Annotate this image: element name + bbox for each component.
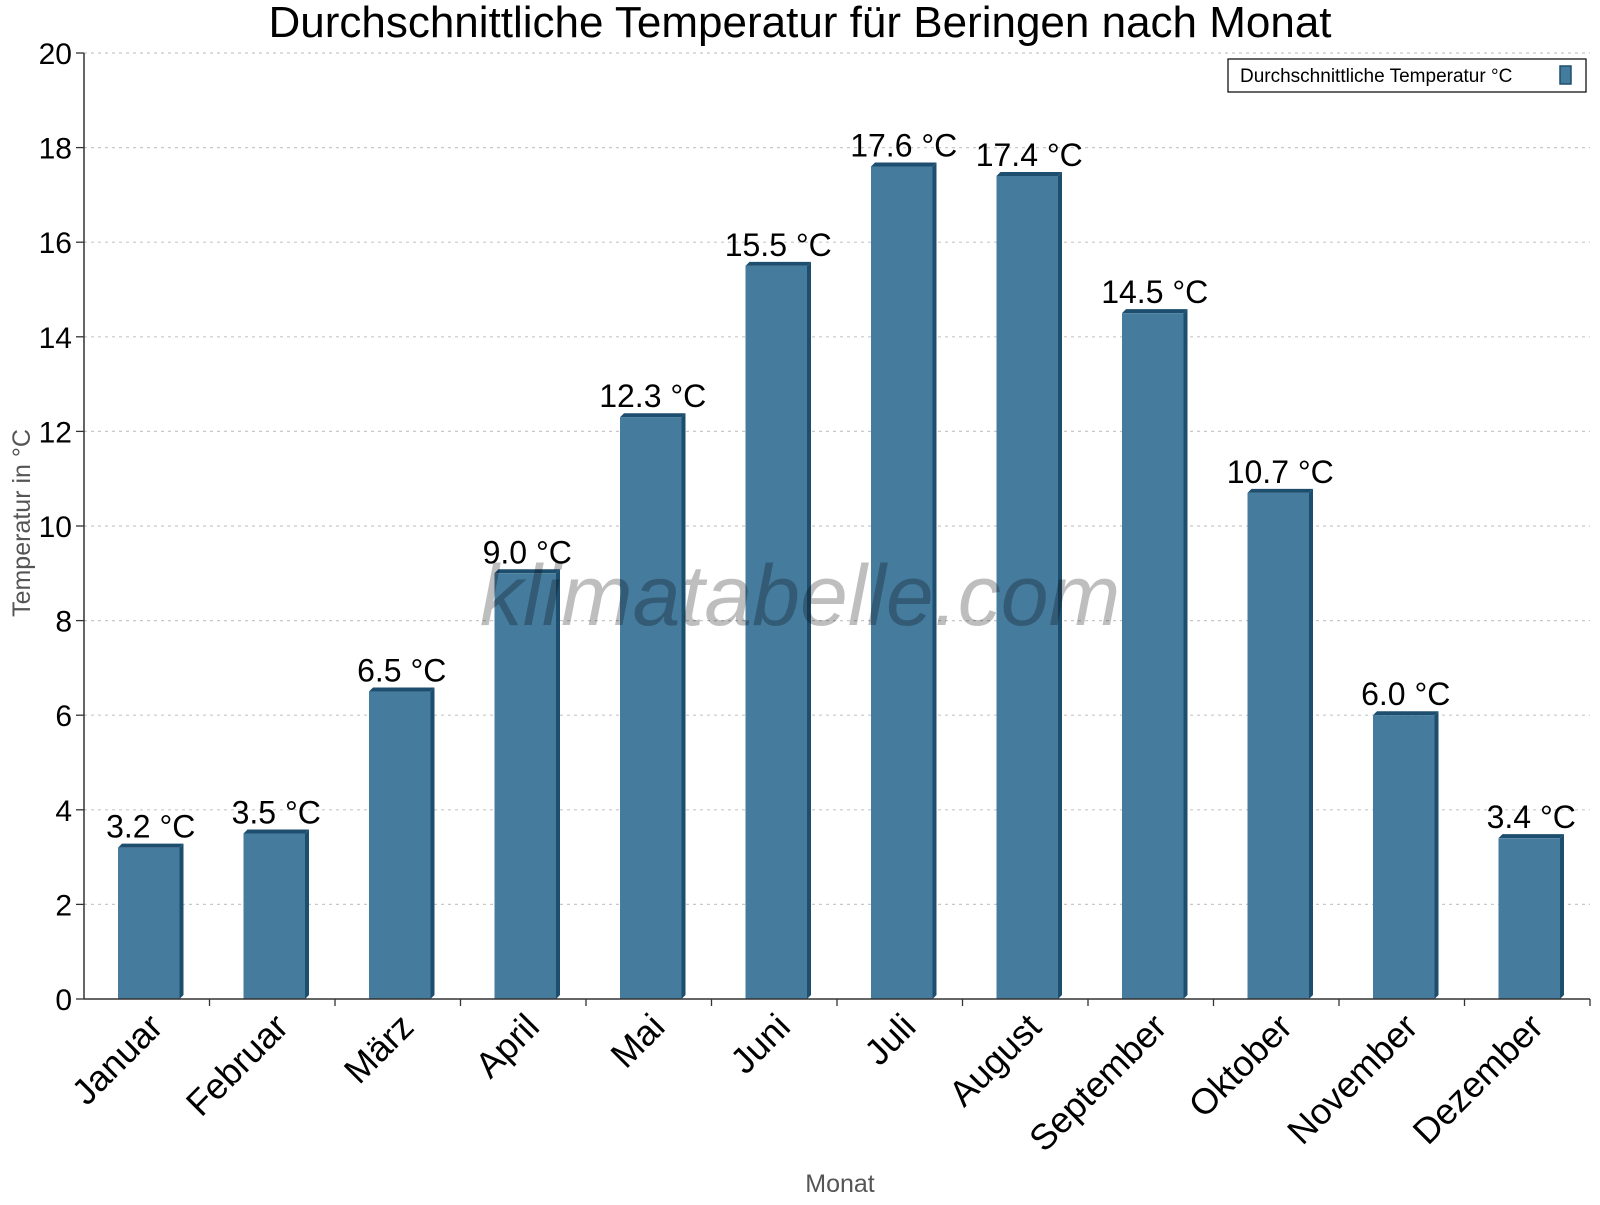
data-label: 9.0 °C (483, 534, 572, 570)
x-tick-label: August (941, 1006, 1049, 1114)
y-tick-label: 14 (39, 322, 72, 355)
bar-front (243, 833, 305, 999)
data-label: 17.4 °C (976, 137, 1083, 173)
x-tick-label: Mai (602, 1006, 672, 1076)
bar-front (1373, 715, 1435, 999)
data-label: 6.5 °C (357, 653, 446, 689)
data-label: 15.5 °C (725, 227, 832, 263)
y-tick-label: 6 (55, 700, 72, 733)
bar-mai (620, 413, 686, 1000)
watermark: klimatabelle.com (480, 548, 1120, 644)
x-tick-label: März (336, 1006, 422, 1092)
x-tick-label: Juli (856, 1006, 923, 1073)
x-tick-label: Juni (722, 1006, 798, 1082)
bar-februar (243, 829, 309, 999)
data-label: 3.2 °C (106, 809, 195, 845)
bar-front (1498, 838, 1560, 999)
bar-side (555, 569, 560, 999)
bar-side (304, 829, 309, 999)
bar-august (996, 171, 1062, 1000)
bar-side (1559, 834, 1564, 999)
x-tick-label: November (1279, 1006, 1425, 1152)
bar-top (1122, 309, 1188, 314)
y-axis-label: Temperatur in °C (8, 429, 36, 617)
data-label: 12.3 °C (599, 378, 706, 414)
bar-front (1122, 313, 1184, 999)
bar-november (1373, 711, 1439, 999)
bar-front (369, 691, 431, 999)
bar-side (932, 162, 937, 999)
data-label: 3.4 °C (1487, 799, 1576, 835)
bar-top (118, 843, 184, 848)
data-label: 10.7 °C (1227, 454, 1334, 490)
y-tick-label: 2 (55, 889, 72, 922)
y-tick-label: 20 (39, 38, 72, 71)
y-tick-labels: 0 2 4 6 8 10 12 14 16 18 20 (39, 38, 72, 1017)
data-label: 14.5 °C (1101, 274, 1208, 310)
y-tick-label: 16 (39, 227, 72, 260)
bar-side (179, 843, 184, 999)
x-tick-label: April (467, 1006, 547, 1086)
x-tick-label: Februar (178, 1006, 296, 1124)
bar-top (745, 261, 811, 266)
bar-front (494, 573, 556, 999)
bar-side (1183, 309, 1188, 999)
legend: Durchschnittliche Temperatur °C (1227, 58, 1587, 93)
bar-front (620, 417, 682, 1000)
legend-swatch (1559, 65, 1572, 85)
bar-september (1122, 309, 1188, 999)
x-tick-label: Oktober (1180, 1006, 1300, 1126)
bar-front (745, 265, 807, 1000)
bar-april (494, 569, 560, 999)
x-tick-label: September (1021, 1006, 1175, 1160)
bar-top (369, 687, 435, 692)
bar-front (996, 175, 1058, 1000)
y-tick-label: 10 (39, 511, 72, 544)
x-axis-label: Monat (805, 1170, 875, 1198)
data-label: 17.6 °C (850, 128, 957, 164)
x-tick-labels: Januar Februar März April Mai Juni Juli AugustS… (64, 1006, 1551, 1160)
bar-top (996, 171, 1062, 176)
bar-juni (745, 261, 811, 1000)
bar-side (430, 687, 435, 999)
bar-side (1057, 171, 1062, 1000)
bar-side (806, 261, 811, 1000)
bar-top (243, 829, 309, 834)
bar-side (1434, 711, 1439, 999)
bar-top (1498, 834, 1564, 839)
chart-title: Durchschnittliche Temperatur für Beringe… (268, 0, 1331, 47)
bar-top (494, 569, 560, 574)
y-tick-label: 4 (55, 795, 72, 828)
bar-front (871, 166, 933, 999)
y-tick-label: 18 (39, 133, 72, 166)
bar-märz (369, 687, 435, 999)
bar-side (1308, 488, 1313, 999)
bar-top (871, 162, 937, 167)
bar-top (1373, 711, 1439, 716)
bar-top (620, 413, 686, 418)
data-labels: 3.2 °C 3.5 °C 6.5 °C 9.0 °C 12.3 °C 15.5 °C 17… (106, 128, 1576, 845)
axes (76, 52, 1591, 1006)
bar-front (1247, 492, 1309, 999)
bar-front (118, 847, 180, 999)
bar-juli (871, 162, 937, 999)
bar-side (681, 413, 686, 1000)
y-tick-label: 0 (55, 984, 72, 1017)
y-tick-label: 8 (55, 606, 72, 639)
bars (118, 162, 1564, 1000)
legend-box (1227, 58, 1587, 93)
data-label: 3.5 °C (232, 794, 321, 830)
bar-oktober (1247, 488, 1313, 999)
grid-lines (84, 52, 1590, 906)
data-label: 6.0 °C (1361, 676, 1450, 712)
legend-label: Durchschnittliche Temperatur °C (1240, 66, 1512, 87)
bar-dezember (1498, 834, 1564, 999)
bar-januar (118, 843, 184, 999)
y-tick-label: 12 (39, 416, 72, 449)
x-tick-label: Januar (64, 1006, 171, 1113)
x-tick-label: Dezember (1404, 1006, 1550, 1152)
bar-top (1247, 488, 1313, 493)
